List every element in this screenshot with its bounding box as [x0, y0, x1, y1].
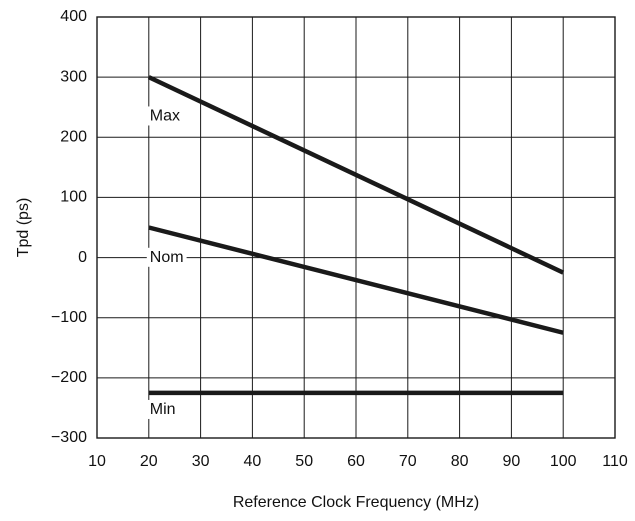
series-line-nom	[148, 225, 564, 335]
x-tick-label: 50	[295, 453, 313, 470]
series-label-max: Max	[150, 107, 180, 124]
x-axis-title: Reference Clock Frequency (MHz)	[233, 494, 479, 511]
plot-frame	[96, 16, 616, 439]
y-tick-label: −300	[51, 429, 87, 446]
series-label-min: Min	[150, 401, 176, 418]
series-label-nom: Nom	[150, 249, 184, 266]
y-tick-label: −200	[51, 369, 87, 386]
grid	[96, 16, 616, 439]
x-tick-label: 70	[399, 453, 417, 470]
series-lines	[147, 75, 565, 396]
y-tick-label: 0	[78, 249, 87, 266]
x-tick-label: 10	[88, 453, 106, 470]
series-line-max	[147, 75, 565, 275]
y-tick-labels: −300 −200 −100 0 100 200 300 400	[51, 8, 87, 446]
x-tick-label: 80	[451, 453, 469, 470]
y-tick-label: 200	[60, 129, 87, 146]
y-tick-label: 100	[60, 189, 87, 206]
x-tick-label: 90	[503, 453, 521, 470]
y-tick-label: −100	[51, 309, 87, 326]
x-tick-label: 60	[347, 453, 365, 470]
x-tick-label: 40	[244, 453, 262, 470]
x-tick-labels: 10 20 30 40 50 60 70 80 90 100 110	[88, 453, 628, 470]
x-tick-label: 20	[140, 453, 158, 470]
y-tick-label: 400	[60, 8, 87, 25]
y-axis-title: Tpd (ps)	[15, 198, 32, 258]
x-tick-label: 100	[550, 453, 577, 470]
series-label-bg-max	[146, 106, 184, 126]
series-label-bg-nom	[146, 247, 187, 267]
series-label-bg-min	[146, 399, 179, 419]
y-tick-label: 300	[60, 68, 87, 85]
series-labels: Max Nom Min	[146, 106, 187, 419]
x-tick-label: 110	[602, 453, 628, 470]
x-tick-label: 30	[192, 453, 210, 470]
